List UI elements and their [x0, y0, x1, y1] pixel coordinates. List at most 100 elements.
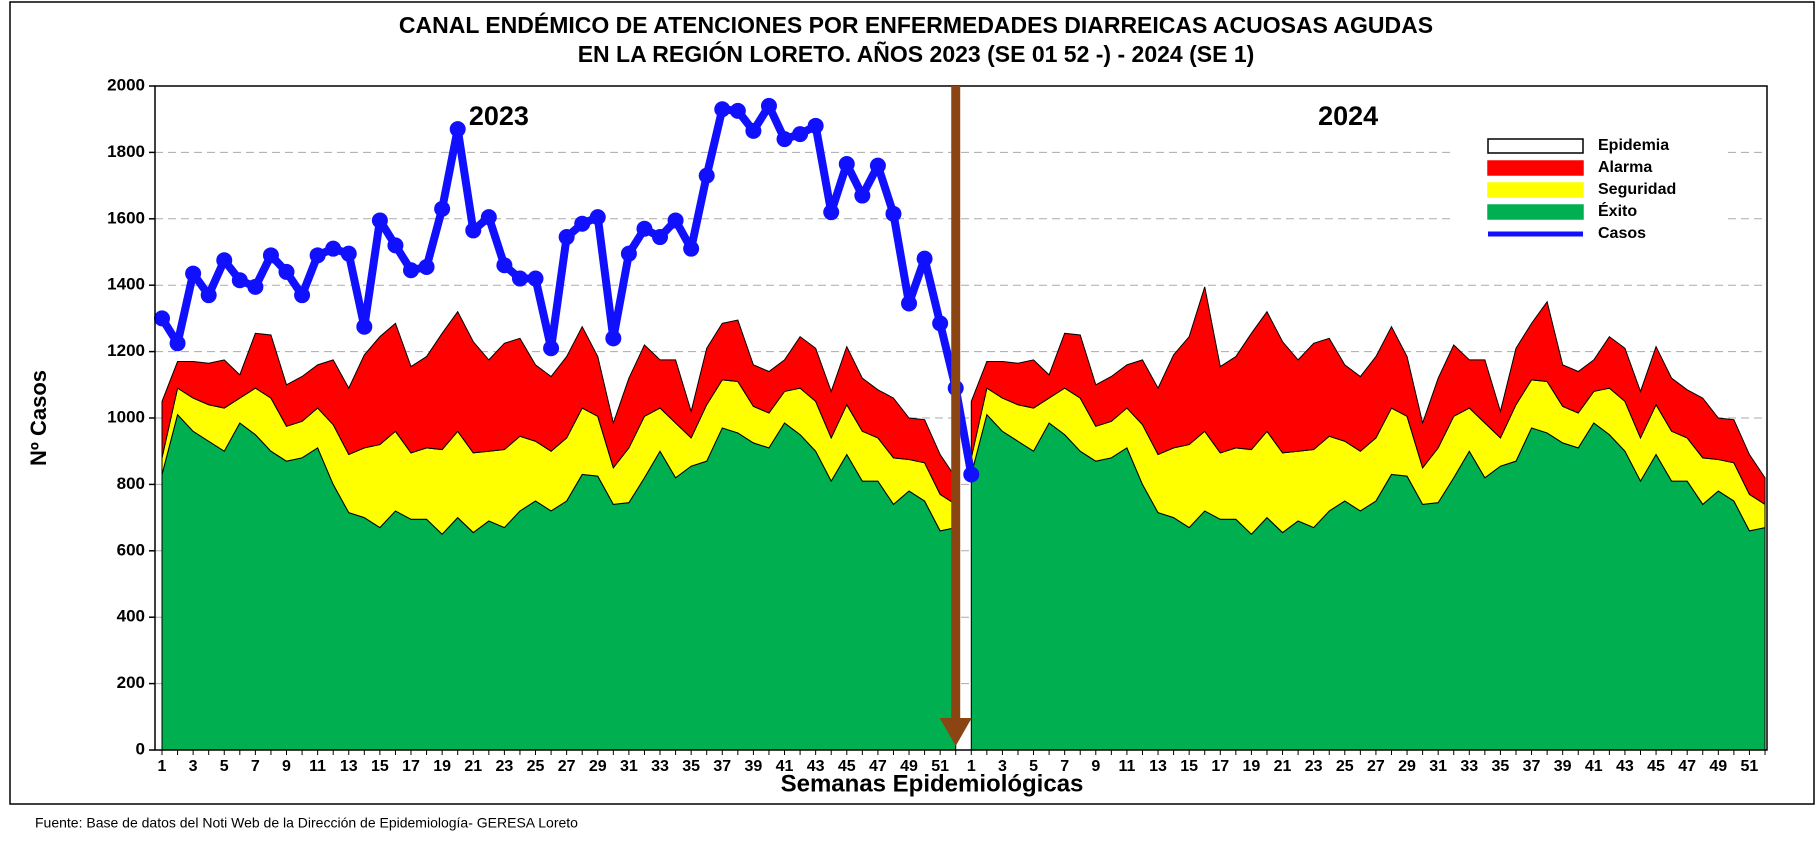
x-tick-label: 29	[589, 758, 607, 775]
y-tick-label: 800	[117, 474, 145, 493]
year-label: 2023	[469, 101, 529, 131]
x-tick-label: 45	[838, 758, 856, 775]
x-tick-label: 47	[1678, 758, 1696, 775]
x-tick-label: 35	[1492, 758, 1510, 775]
y-tick-label: 2000	[107, 75, 145, 94]
marker	[698, 167, 715, 184]
x-tick-label: 7	[251, 758, 260, 775]
marker	[620, 245, 637, 262]
marker	[745, 122, 762, 139]
x-tick-label: 5	[1029, 758, 1038, 775]
y-tick-label: 1400	[107, 275, 145, 294]
y-tick-label: 200	[117, 673, 145, 692]
marker	[589, 209, 606, 226]
marker	[169, 335, 186, 352]
marker	[652, 229, 669, 246]
marker	[403, 262, 420, 279]
year-label: 2024	[1318, 101, 1378, 131]
marker	[434, 200, 451, 217]
marker	[247, 278, 264, 295]
marker	[340, 245, 357, 262]
x-tick-label: 27	[558, 758, 576, 775]
x-tick-label: 1	[967, 758, 976, 775]
marker	[869, 157, 886, 174]
x-tick-label: 47	[869, 758, 887, 775]
legend-swatch	[1487, 204, 1584, 220]
x-tick-label: 17	[402, 758, 420, 775]
x-tick-label: 21	[1274, 758, 1292, 775]
marker	[760, 97, 777, 114]
marker	[294, 287, 311, 304]
x-tick-label: 33	[651, 758, 669, 775]
y-tick-label: 400	[117, 607, 145, 626]
marker	[496, 257, 513, 274]
x-tick-label: 9	[1091, 758, 1100, 775]
x-tick-label: 5	[220, 758, 229, 775]
marker	[262, 247, 279, 264]
legend-label: Casos	[1598, 225, 1646, 242]
marker	[465, 222, 482, 239]
x-tick-label: 31	[1429, 758, 1447, 775]
marker	[387, 237, 404, 254]
marker	[823, 204, 840, 221]
x-tick-label: 19	[433, 758, 451, 775]
x-tick-label: 41	[776, 758, 794, 775]
x-tick-label: 3	[998, 758, 1007, 775]
marker	[901, 295, 918, 312]
x-tick-label: 21	[464, 758, 482, 775]
x-tick-label: 33	[1460, 758, 1478, 775]
x-tick-label: 25	[1336, 758, 1354, 775]
y-axis-label: Nº Casos	[26, 370, 51, 466]
marker	[667, 212, 684, 229]
x-tick-label: 13	[340, 758, 358, 775]
marker	[729, 102, 746, 119]
marker	[792, 126, 809, 143]
x-tick-label: 9	[282, 758, 291, 775]
chart-title: EN LA REGIÓN LORETO. AÑOS 2023 (SE 01 52…	[578, 40, 1255, 67]
marker	[916, 250, 933, 267]
x-tick-label: 37	[1523, 758, 1541, 775]
x-tick-label: 45	[1647, 758, 1665, 775]
x-tick-label: 25	[527, 758, 545, 775]
x-tick-label: 43	[1616, 758, 1634, 775]
area-band	[970, 286, 1766, 506]
x-tick-label: 7	[1060, 758, 1069, 775]
x-tick-label: 51	[1741, 758, 1759, 775]
marker	[558, 229, 575, 246]
marker	[154, 310, 170, 327]
marker	[418, 258, 435, 275]
x-tick-label: 35	[682, 758, 700, 775]
marker	[636, 220, 653, 237]
marker	[838, 156, 855, 173]
marker	[776, 131, 793, 148]
x-axis-label: Semanas Epidemiológicas	[781, 770, 1084, 797]
marker	[216, 252, 233, 269]
x-tick-label: 49	[900, 758, 918, 775]
marker	[854, 187, 871, 204]
marker	[963, 466, 980, 483]
y-tick-label: 600	[117, 540, 145, 559]
x-tick-label: 39	[1554, 758, 1572, 775]
marker	[714, 101, 731, 118]
marker	[683, 240, 700, 257]
x-tick-label: 11	[309, 758, 326, 775]
marker	[278, 263, 295, 280]
marker	[325, 240, 342, 257]
legend-label: Epidemia	[1598, 137, 1669, 154]
source: Fuente: Base de datos del Noti Web de la…	[35, 815, 578, 831]
x-tick-label: 23	[495, 758, 513, 775]
legend-label: Éxito	[1598, 201, 1637, 220]
x-tick-label: 13	[1149, 758, 1167, 775]
marker	[605, 330, 622, 347]
x-tick-label: 11	[1118, 758, 1135, 775]
x-tick-label: 1	[158, 758, 167, 775]
x-tick-label: 27	[1367, 758, 1385, 775]
legend-swatch	[1487, 138, 1584, 154]
chart-title: CANAL ENDÉMICO DE ATENCIONES POR ENFERME…	[399, 11, 1433, 38]
x-tick-label: 3	[189, 758, 198, 775]
marker	[371, 212, 388, 229]
legend-swatch	[1487, 182, 1584, 198]
legend-label: Alarma	[1598, 159, 1652, 176]
x-tick-label: 15	[371, 758, 389, 775]
